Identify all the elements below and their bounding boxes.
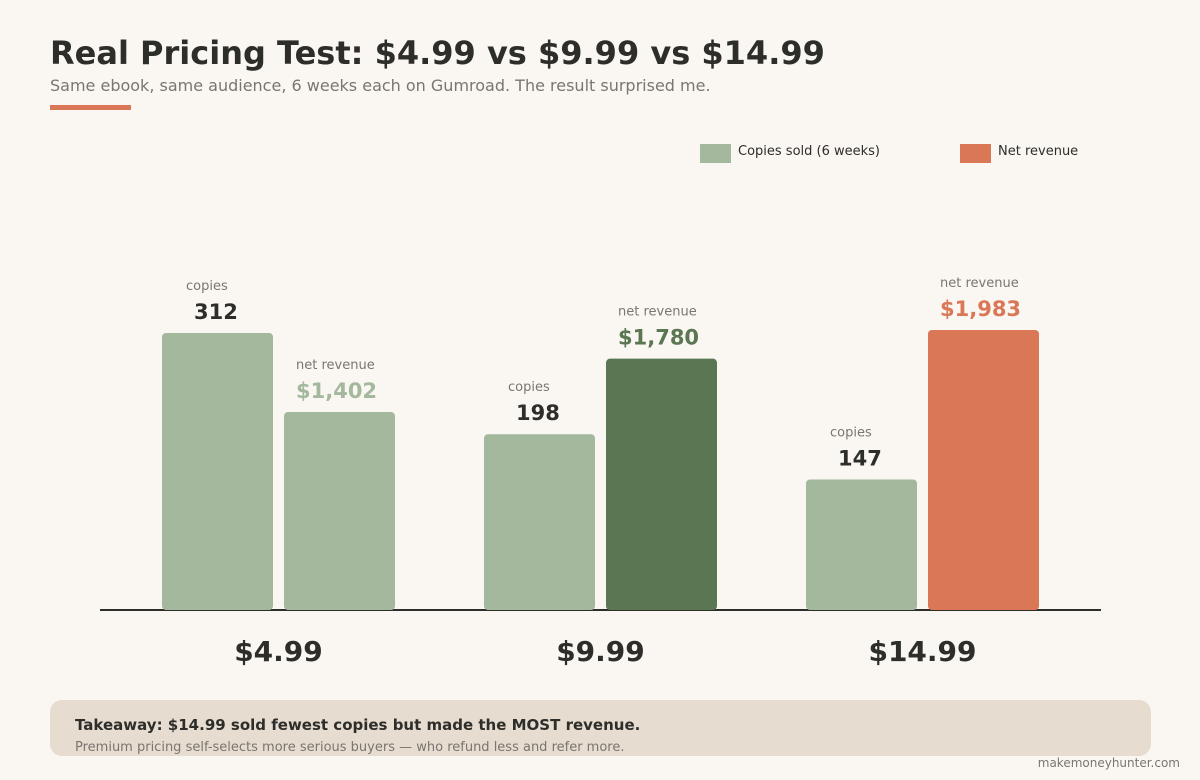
legend-swatch-copies xyxy=(700,144,731,163)
legend-swatch-revenue xyxy=(960,144,991,163)
copies-bar-3 xyxy=(806,479,917,610)
revenue-bar-2 xyxy=(606,358,717,610)
takeaway-callout: Takeaway: $14.99 sold fewest copies but … xyxy=(50,700,1151,756)
legend-item-copies: Copies sold (6 weeks) xyxy=(700,144,880,164)
revenue-value-label-1: $1,402 xyxy=(296,379,377,403)
revenue-bar-1 xyxy=(284,412,395,610)
title-accent-rule xyxy=(50,105,131,110)
revenue-value-label-2: $1,780 xyxy=(618,326,699,350)
bar-chart: copies 312 net revenue $1,402 $4.99 copies 198… xyxy=(100,276,1101,668)
revenue-caption-1: net revenue xyxy=(296,358,375,373)
takeaway-title: Takeaway: $14.99 sold fewest copies but … xyxy=(75,716,641,734)
copies-bar-1 xyxy=(162,333,273,610)
revenue-caption-3: net revenue xyxy=(940,276,1019,291)
category-label-3: $14.99 xyxy=(868,635,976,668)
source-credit: makemoneyhunter.com xyxy=(1037,756,1180,770)
copies-value-label-2: 198 xyxy=(516,401,560,425)
copies-caption-3: copies xyxy=(830,425,872,440)
copies-value-label-3: 147 xyxy=(838,446,882,470)
takeaway-body: Premium pricing self-selects more seriou… xyxy=(75,740,625,755)
legend-item-revenue: Net revenue xyxy=(960,144,1078,164)
copies-caption-1: copies xyxy=(186,279,228,294)
page-subtitle: Same ebook, same audience, 6 weeks each … xyxy=(50,76,711,95)
revenue-caption-2: net revenue xyxy=(618,305,697,320)
copies-caption-2: copies xyxy=(508,380,550,395)
copies-bar-2 xyxy=(484,434,595,610)
revenue-value-label-3: $1,983 xyxy=(940,297,1021,321)
category-label-1: $4.99 xyxy=(234,635,323,668)
revenue-bar-3 xyxy=(928,330,1039,610)
category-label-2: $9.99 xyxy=(556,635,645,668)
page-title: Real Pricing Test: $4.99 vs $9.99 vs $14… xyxy=(50,34,825,72)
legend-label-copies: Copies sold (6 weeks) xyxy=(738,144,880,159)
legend-label-revenue: Net revenue xyxy=(998,144,1079,159)
copies-value-label-1: 312 xyxy=(194,300,238,324)
